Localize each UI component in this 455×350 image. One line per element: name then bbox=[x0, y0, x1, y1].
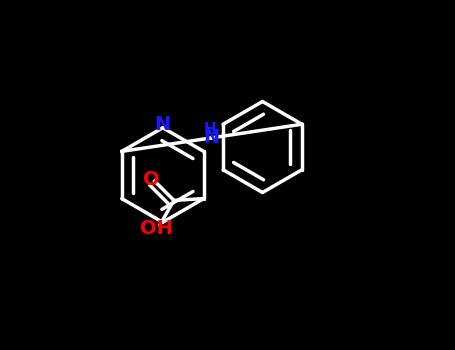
Text: N: N bbox=[155, 116, 171, 134]
Text: OH: OH bbox=[140, 219, 173, 238]
Text: O: O bbox=[143, 170, 160, 189]
Text: H: H bbox=[204, 121, 217, 136]
Text: N: N bbox=[204, 128, 220, 147]
